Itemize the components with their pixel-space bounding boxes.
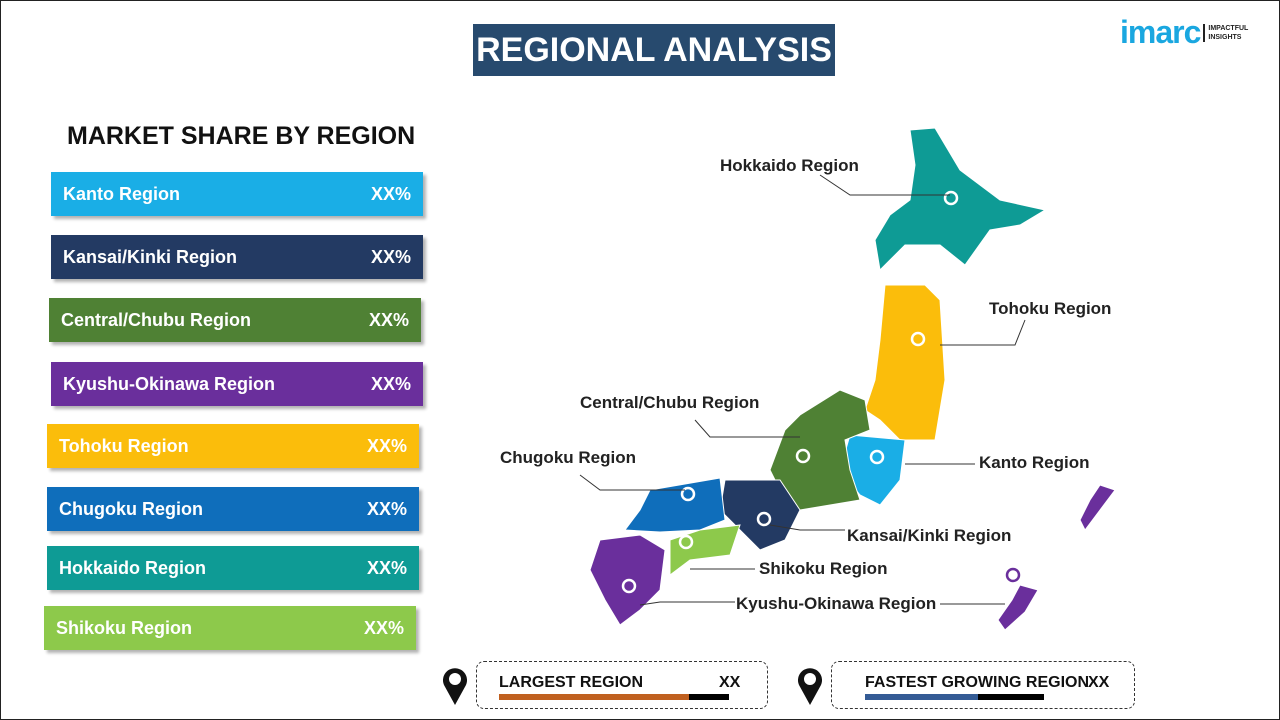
region-hokkaido (874, 127, 1047, 272)
region-bar: Hokkaido Region XX% (47, 546, 419, 590)
region-bar-value: XX% (363, 617, 404, 638)
region-bar-value: XX% (370, 246, 411, 267)
region-bar: Kanto Region XX% (51, 172, 423, 216)
label-hokkaido: Hokkaido Region (720, 156, 859, 175)
region-islands (1079, 484, 1116, 531)
region-bar-value: XX% (366, 498, 407, 519)
region-bar: Kansai/Kinki Region XX% (51, 235, 423, 279)
region-shikoku (669, 524, 741, 576)
fastest-region-box: FASTEST GROWING REGION XX (831, 661, 1135, 709)
logo: imarc IMPACTFUL INSIGHTS (1120, 14, 1249, 50)
region-bar: Shikoku Region XX% (44, 606, 416, 650)
region-bar-value: XX% (366, 557, 407, 578)
label-tohoku: Tohoku Region (989, 299, 1112, 318)
region-bar-value: XX% (370, 183, 411, 204)
region-bar-value: XX% (370, 373, 411, 394)
subtitle: MARKET SHARE BY REGION (67, 122, 416, 150)
label-chugoku: Chugoku Region (500, 448, 636, 467)
region-tohoku (864, 284, 946, 441)
label-kansai: Kansai/Kinki Region (847, 526, 1012, 545)
largest-region-box: LARGEST REGION XX (476, 661, 768, 709)
region-bar: Tohoku Region XX% (47, 424, 419, 468)
region-okinawa (997, 584, 1039, 631)
region-bar-label: Shikoku Region (56, 617, 193, 638)
label-kanto: Kanto Region (979, 453, 1090, 472)
region-bar-label: Kansai/Kinki Region (63, 246, 238, 267)
region-central (769, 389, 871, 511)
label-shikoku: Shikoku Region (759, 559, 888, 578)
region-bar-label: Tohoku Region (59, 435, 189, 456)
region-bar-label: Kanto Region (63, 183, 180, 204)
region-bar-label: Chugoku Region (59, 498, 203, 519)
region-bar-value: XX% (366, 435, 407, 456)
page-title: REGIONAL ANALYSIS (473, 24, 835, 76)
region-chugoku (624, 477, 726, 533)
region-bar: Kyushu-Okinawa Region XX% (51, 362, 423, 406)
region-bar-label: Kyushu-Okinawa Region (63, 373, 276, 394)
label-central: Central/Chubu Region (580, 393, 760, 412)
region-bar: Chugoku Region XX% (47, 487, 419, 531)
label-kyushu: Kyushu-Okinawa Region (736, 594, 937, 613)
region-bar-label: Central/Chubu Region (61, 309, 251, 330)
pin-icon (798, 668, 822, 705)
pin-icon (443, 668, 467, 705)
region-bar-value: XX% (368, 309, 409, 330)
region-bar: Central/Chubu Region XX% (49, 298, 421, 342)
region-bar-label: Hokkaido Region (59, 557, 207, 578)
